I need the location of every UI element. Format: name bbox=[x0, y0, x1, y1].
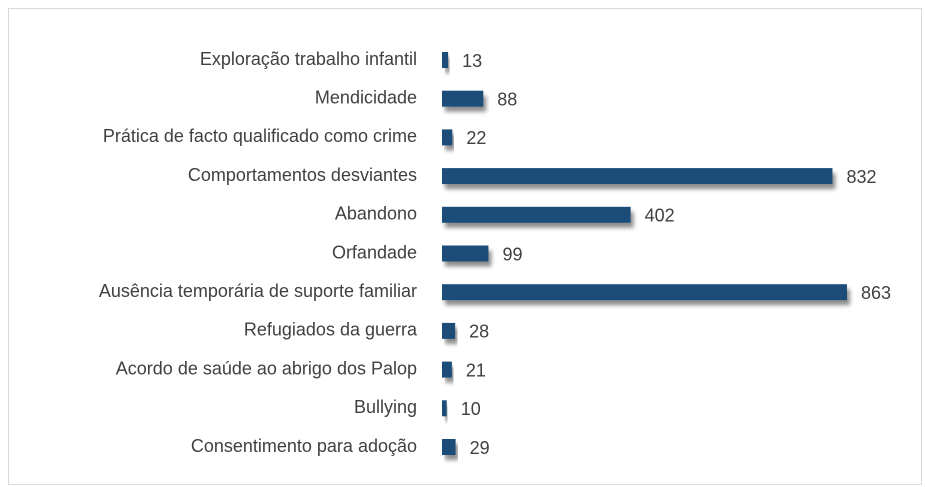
category-label: Exploração trabalho infantil bbox=[200, 49, 417, 69]
value-label: 21 bbox=[466, 360, 486, 380]
category-label: Prática de facto qualificado como crime bbox=[103, 126, 417, 146]
value-label: 10 bbox=[461, 399, 481, 419]
category-label: Orfandade bbox=[332, 242, 417, 262]
bar bbox=[442, 129, 453, 146]
bar bbox=[442, 206, 631, 223]
category-label: Bullying bbox=[354, 397, 417, 417]
bar bbox=[442, 168, 833, 185]
value-label: 402 bbox=[645, 206, 675, 226]
category-label: Consentimento para adoção bbox=[191, 436, 417, 456]
category-label: Refugiados da guerra bbox=[244, 320, 418, 340]
bar bbox=[442, 52, 449, 68]
value-label: 88 bbox=[497, 89, 517, 109]
bar bbox=[442, 90, 484, 107]
category-label: Acordo de saúde ao abrigo dos Palop bbox=[116, 358, 417, 378]
bar bbox=[442, 284, 847, 301]
value-label: 99 bbox=[502, 244, 522, 264]
value-label: 29 bbox=[470, 438, 490, 458]
value-label: 28 bbox=[469, 322, 489, 342]
bar bbox=[442, 400, 447, 417]
value-label: 13 bbox=[462, 51, 482, 71]
bar bbox=[442, 322, 456, 339]
category-label: Abandono bbox=[335, 204, 417, 224]
category-label: Comportamentos desviantes bbox=[188, 165, 417, 185]
bar bbox=[442, 245, 489, 262]
value-label: 22 bbox=[466, 128, 486, 148]
value-label: 863 bbox=[861, 283, 891, 303]
bar bbox=[442, 361, 452, 378]
value-label: 832 bbox=[846, 167, 876, 187]
category-label: Mendicidade bbox=[315, 87, 417, 107]
bar bbox=[442, 439, 456, 455]
category-label: Ausência temporária de suporte familiar bbox=[99, 281, 417, 301]
